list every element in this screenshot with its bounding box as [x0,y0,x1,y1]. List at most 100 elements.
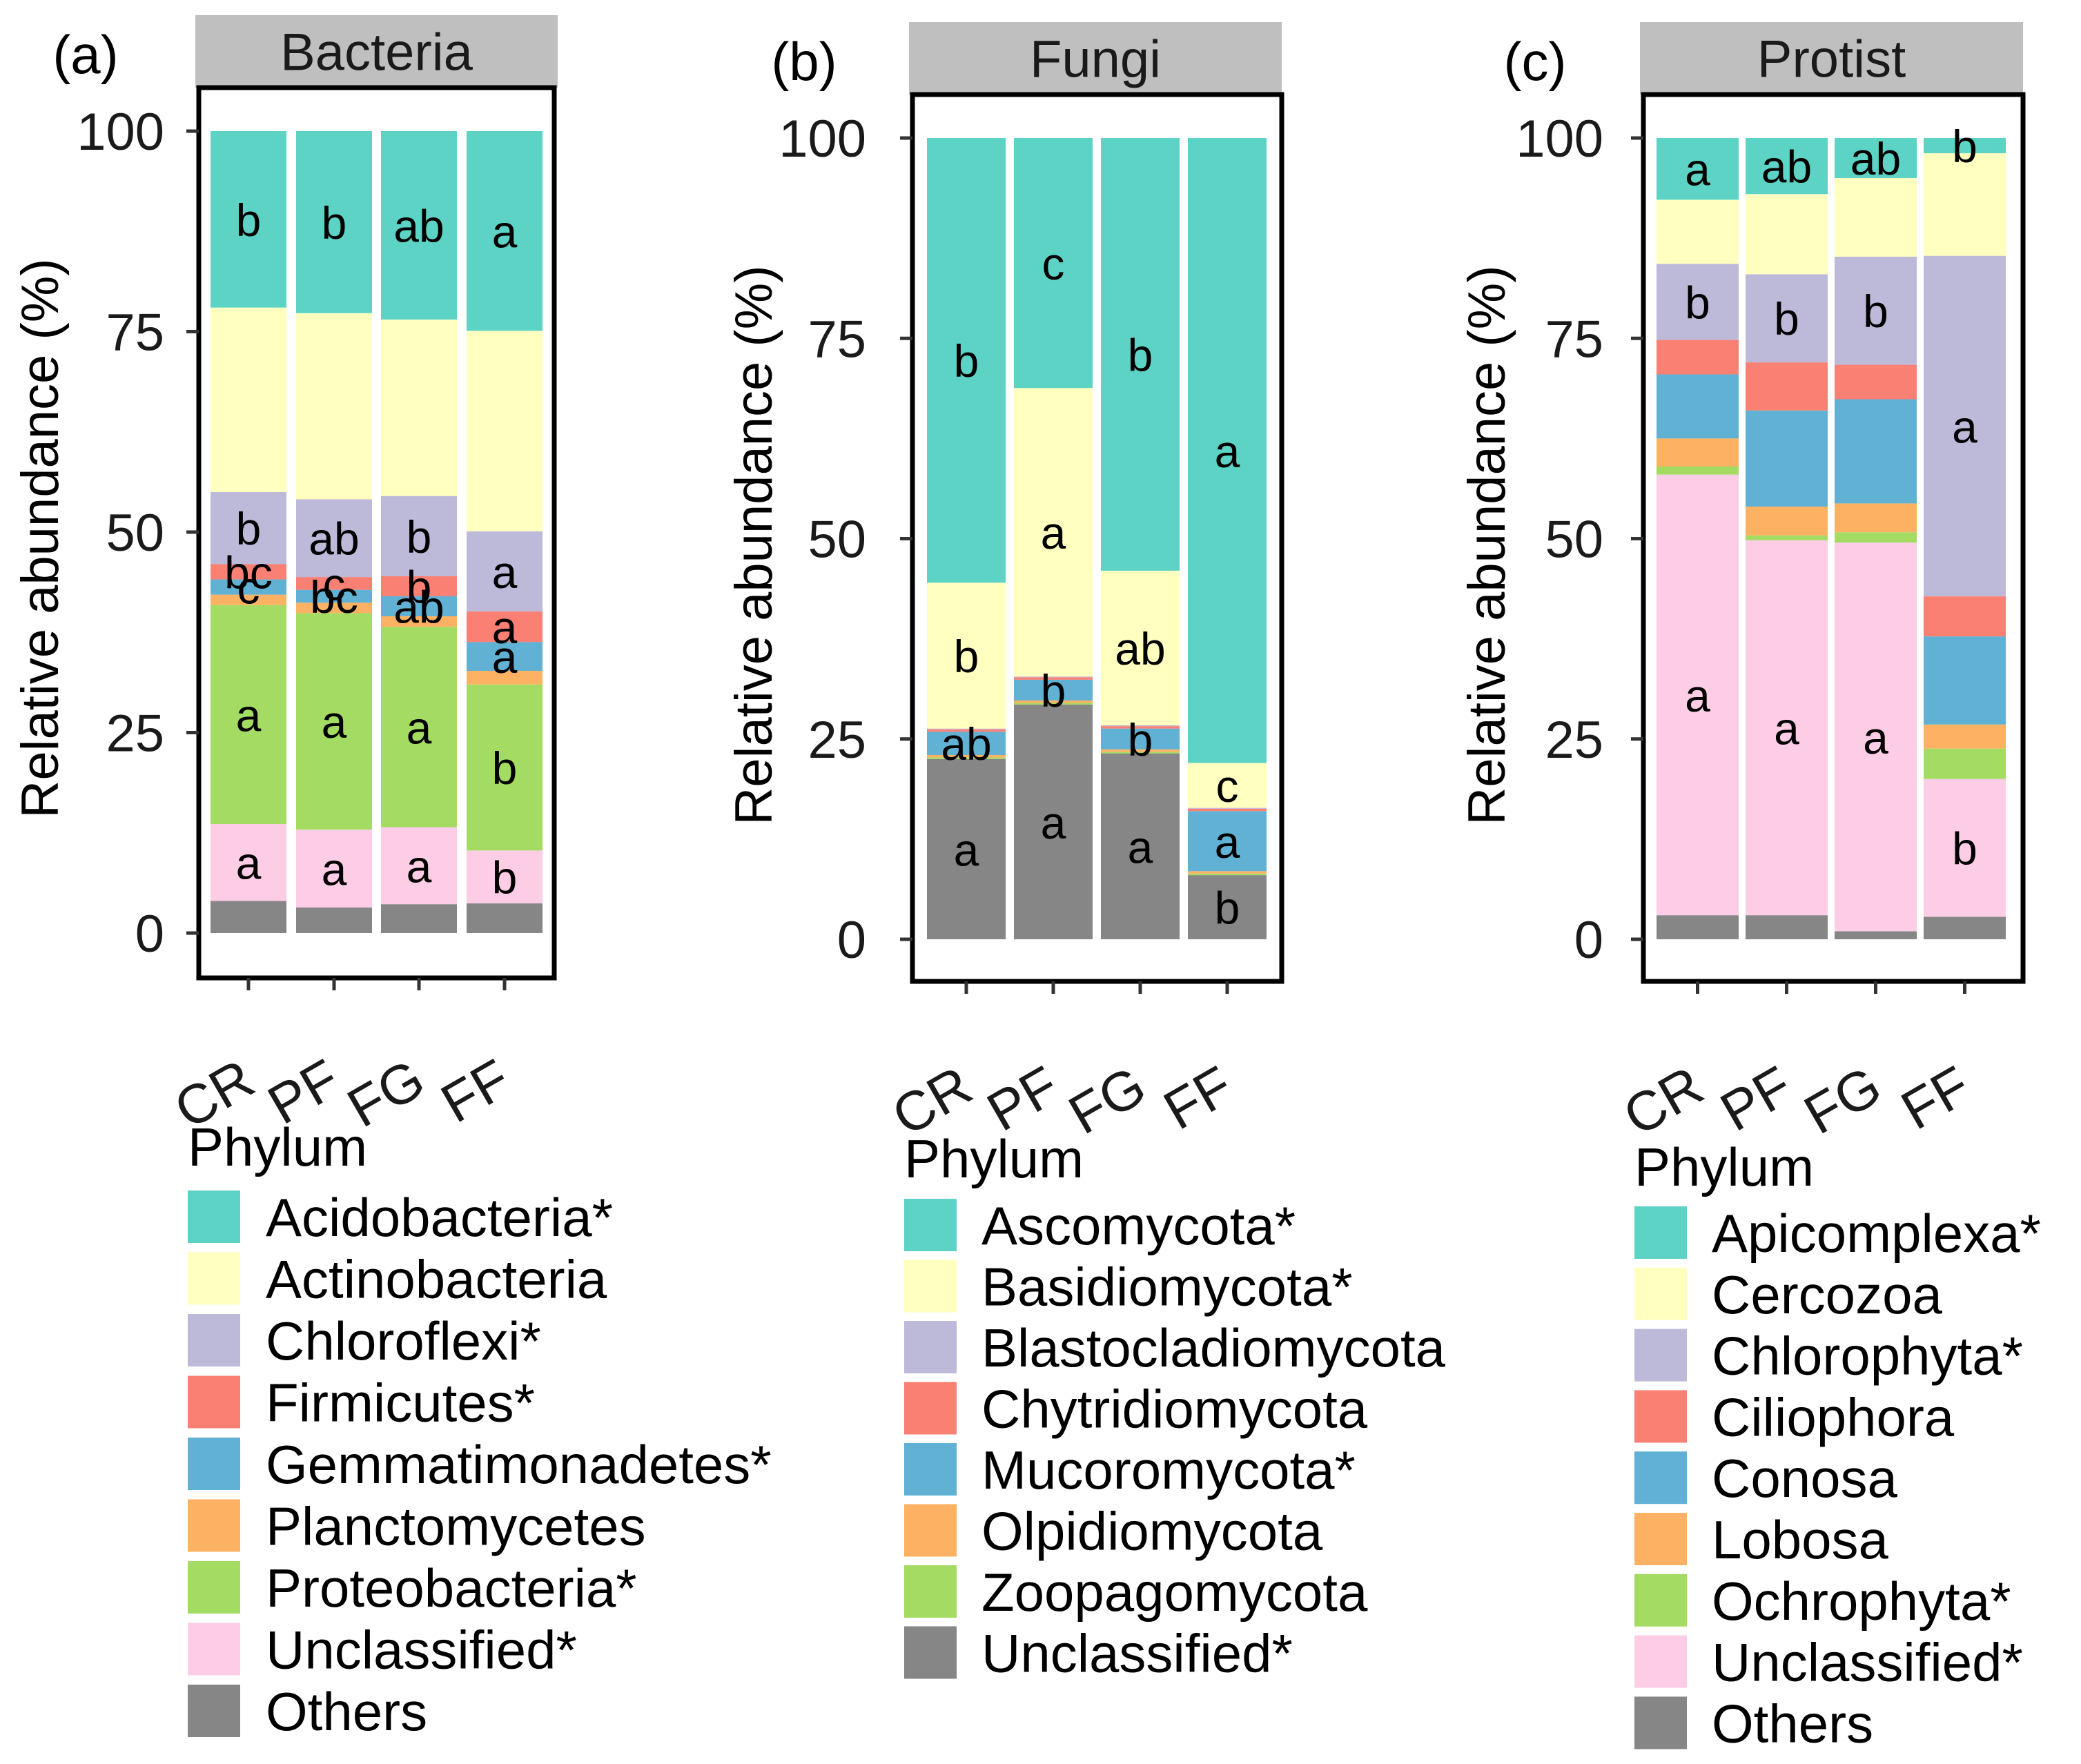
bar-segment [211,131,286,308]
legend-swatch [904,1504,957,1557]
significance-letter: a [1863,712,1888,763]
bar-segment [927,582,1006,729]
significance-letter: a [236,838,262,889]
bar-segment [296,907,372,933]
significance-letter: a [954,824,979,875]
legend-swatch [188,1375,240,1429]
legend-label: Cercozoa [1712,1264,1942,1325]
significance-letter: ab [309,513,359,565]
y-axis-label: Relative abundance (%) [725,265,783,825]
bar-segment [296,613,372,830]
x-tick-label: FG [1794,1055,1891,1146]
significance-letter: b [954,631,979,682]
bar-segment [381,576,457,596]
legend-swatch [904,1382,957,1435]
significance-letter: b [236,195,262,246]
legend-swatch [1634,1513,1687,1565]
bar-segment [1188,763,1267,808]
y-tick-label: 50 [106,504,164,562]
bar-segment [1014,679,1093,701]
bar-segment [296,602,372,614]
bar-segment [1746,274,1828,363]
legend-label: Conosa [1712,1448,1897,1509]
significance-letter: c [237,562,260,614]
panel-protist: (c) Protistabaababababbab0255075100Relati… [1458,22,2041,1754]
bar-segment [296,313,372,500]
legend-label: Ochrophyta* [1712,1571,2011,1631]
bar-segment [381,131,457,320]
panel-label: (c) [1504,31,1567,92]
bar-segment [1835,138,1917,179]
panel-label: (b) [771,31,837,92]
legend-label: Lobosa [1712,1509,1889,1570]
bar-segment [296,830,372,908]
bar-segment [1835,364,1917,400]
bar-segment [467,642,543,672]
legend-label: Unclassified* [981,1623,1293,1684]
legend-swatch [188,1623,240,1676]
y-tick-label: 100 [1516,110,1603,168]
bar-segment [927,758,1006,939]
bar-segment [381,496,457,576]
legend-label: Ascomycota* [981,1195,1296,1256]
bar-segment [1835,256,1917,365]
legend-title: Phylum [188,1117,367,1177]
bar-segment [1746,410,1828,507]
bar-segment [1924,778,2006,917]
legend-label: Gemmatimonadetes* [266,1434,772,1495]
bar-segment [1101,726,1180,729]
bar-segment [1746,540,1828,916]
bar-segment [1101,570,1180,726]
legend-label: Chlorophyta* [1712,1326,2023,1386]
bar-segment [211,901,286,933]
significance-letter: a [322,843,347,894]
significance-letter: bc [224,547,273,598]
bar-segment [296,499,372,578]
legend-swatch [904,1626,957,1679]
significance-letter: bc [310,571,358,623]
legend-label: Others [266,1681,427,1742]
bar-segment [381,904,457,933]
y-tick-label: 100 [77,103,164,161]
significance-letter: c [1216,761,1239,812]
bar-segment [211,605,286,824]
legend-label: Mucoromycota* [981,1440,1356,1500]
bar-segment [1014,138,1093,389]
bar-segment [296,589,372,603]
panel-label: (a) [52,24,118,85]
legend-swatch [1634,1206,1687,1259]
legend-swatch [188,1252,240,1305]
legend-swatch [188,1314,240,1366]
y-tick-label: 75 [106,304,164,362]
bar-segment [927,754,1006,758]
legend-title: Phylum [904,1128,1084,1189]
significance-letter: a [1215,816,1240,868]
significance-letter: b [236,503,262,554]
bar-segment [1657,474,1739,916]
significance-letter: b [1685,277,1710,328]
bar-segment [1924,153,2006,256]
significance-letter: a [492,547,518,598]
significance-letter: a [1774,703,1799,754]
legend-label: Blastocladiomycota [981,1317,1446,1378]
bar-segment [1657,199,1739,264]
bar-segment [381,827,457,905]
bar-segment [296,577,372,590]
bar-segment [467,611,543,643]
legend-label: Others [1712,1693,1873,1754]
bar-segment [211,307,286,492]
bar-segment [1014,700,1093,703]
bar-segment [1101,138,1180,571]
bar-segment [1746,507,1828,536]
facet-strip [195,15,558,88]
bar-segment [1101,752,1180,754]
bar-segment [211,564,286,580]
legend-swatch [1634,1390,1687,1443]
bar-segment [1835,931,1917,939]
bar-segment [927,732,1006,755]
x-tick-label: FF [1153,1055,1242,1141]
y-tick-label: 0 [135,905,164,963]
legend-label: Actinobacteria [266,1249,607,1310]
bar-segment [1014,677,1093,680]
bar-segment [1014,676,1093,678]
